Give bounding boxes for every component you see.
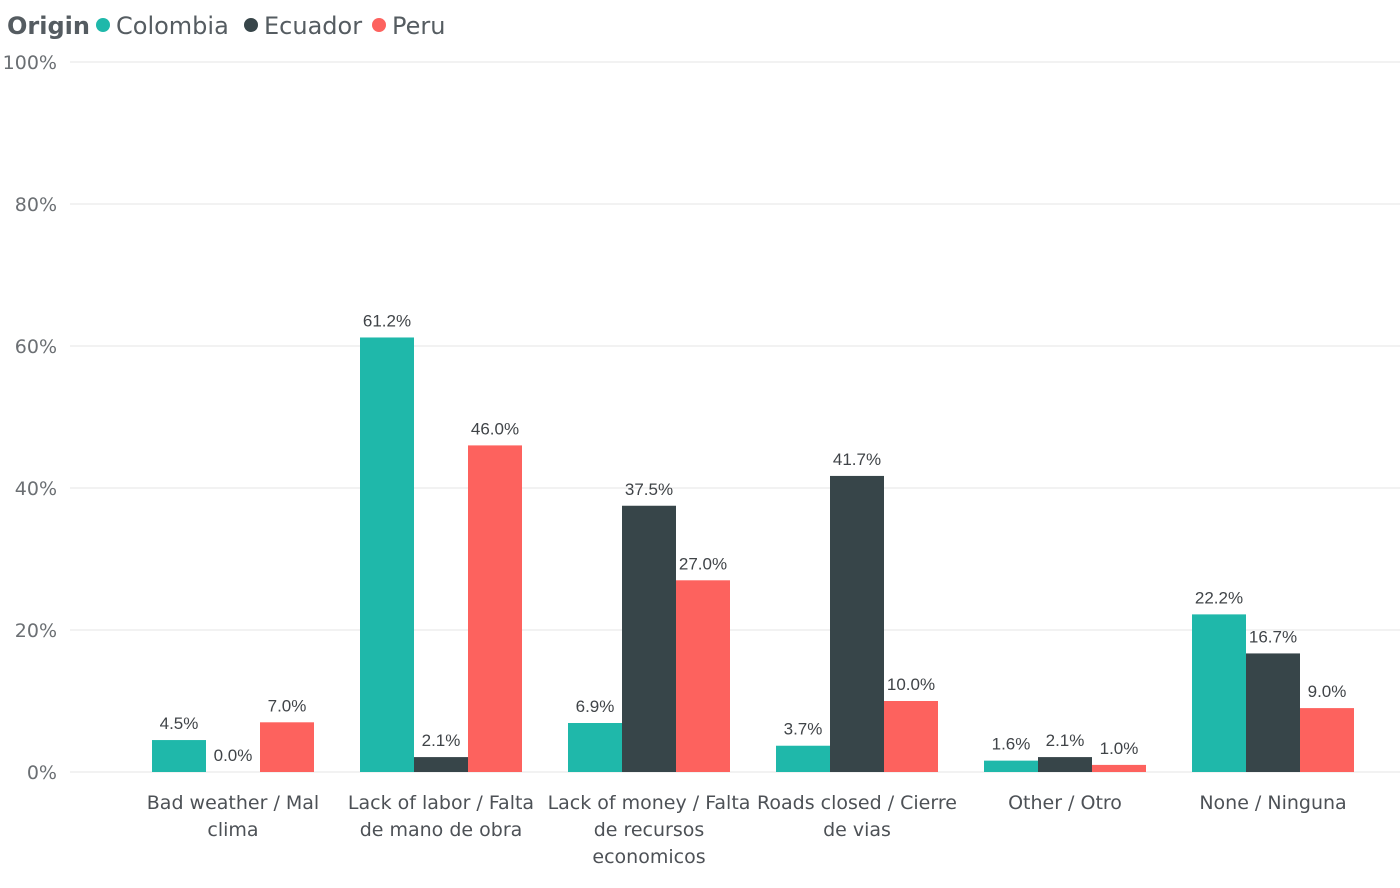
bar-ecuador	[1246, 653, 1300, 772]
data-label: 1.6%	[992, 735, 1031, 754]
y-axis: 0% 20% 40% 60% 80% 100%	[3, 52, 57, 784]
y-tick-label: 40%	[15, 478, 57, 500]
legend-marker-ecuador	[244, 18, 258, 32]
legend-label-colombia: Colombia	[116, 12, 229, 40]
data-label: 9.0%	[1308, 682, 1347, 701]
gridlines	[70, 61, 1400, 773]
x-tick-label: Lack of labor / Falta	[348, 792, 534, 814]
x-tick-label: Other / Otro	[1008, 792, 1122, 814]
y-tick-label: 80%	[15, 194, 57, 216]
bar-colombia	[568, 723, 622, 772]
x-tick-label: Roads closed / Cierre	[757, 792, 957, 814]
data-label: 6.9%	[576, 697, 615, 716]
data-label: 27.0%	[679, 554, 727, 573]
data-labels: 4.5% 0.0% 7.0% 61.2% 2.1% 46.0% 6.9% 37.5% 27.0%…	[160, 311, 1347, 765]
data-label: 46.0%	[471, 419, 519, 438]
legend-marker-colombia	[96, 18, 110, 32]
data-label: 2.1%	[422, 731, 461, 750]
legend-label-peru: Peru	[392, 12, 445, 40]
bar-colombia	[152, 740, 206, 772]
data-label: 37.5%	[625, 480, 673, 499]
bar-peru	[468, 445, 522, 772]
x-tick-label: clima	[207, 819, 258, 841]
x-tick-label: de mano de obra	[360, 819, 523, 841]
data-label: 4.5%	[160, 714, 199, 733]
bar-peru	[676, 580, 730, 772]
data-label: 16.7%	[1249, 627, 1297, 646]
data-label: 1.0%	[1100, 739, 1139, 758]
x-tick-label: economicos	[592, 846, 705, 868]
bar-colombia	[776, 745, 830, 772]
bar-peru	[260, 722, 314, 772]
legend-marker-peru	[372, 18, 386, 32]
data-label: 3.7%	[784, 720, 823, 739]
bars	[152, 337, 1354, 772]
y-tick-label: 0%	[27, 762, 57, 784]
y-tick-label: 100%	[3, 52, 57, 74]
x-tick-label: Lack of money / Falta	[548, 792, 751, 814]
data-label: 7.0%	[268, 696, 307, 715]
bar-colombia	[360, 337, 414, 772]
bar-ecuador	[830, 475, 884, 772]
legend-title: Origin	[7, 12, 90, 40]
bar-colombia	[1192, 614, 1246, 772]
bar-ecuador	[414, 757, 468, 772]
data-label: 10.0%	[887, 675, 935, 694]
data-label: 22.2%	[1195, 588, 1243, 607]
bar-ecuador	[622, 505, 676, 772]
x-tick-label: de vias	[823, 819, 891, 841]
bar-ecuador	[1038, 757, 1092, 772]
x-tick-label: Bad weather / Mal	[147, 792, 319, 814]
bar-colombia	[984, 760, 1038, 772]
y-tick-label: 60%	[15, 336, 57, 358]
legend: Origin Colombia Ecuador Peru	[7, 12, 445, 40]
data-label: 61.2%	[363, 311, 411, 330]
x-tick-label: de recursos	[594, 819, 705, 841]
bar-peru	[884, 701, 938, 772]
legend-label-ecuador: Ecuador	[264, 12, 362, 40]
x-axis: Bad weather / Mal clima Lack of labor / Fa…	[147, 792, 1347, 868]
data-label: 2.1%	[1046, 731, 1085, 750]
bar-peru	[1300, 708, 1354, 772]
data-label: 41.7%	[833, 450, 881, 469]
bar-peru	[1092, 764, 1146, 772]
x-tick-label: None / Ninguna	[1199, 792, 1346, 814]
data-label: 0.0%	[214, 746, 253, 765]
y-tick-label: 20%	[15, 620, 57, 642]
